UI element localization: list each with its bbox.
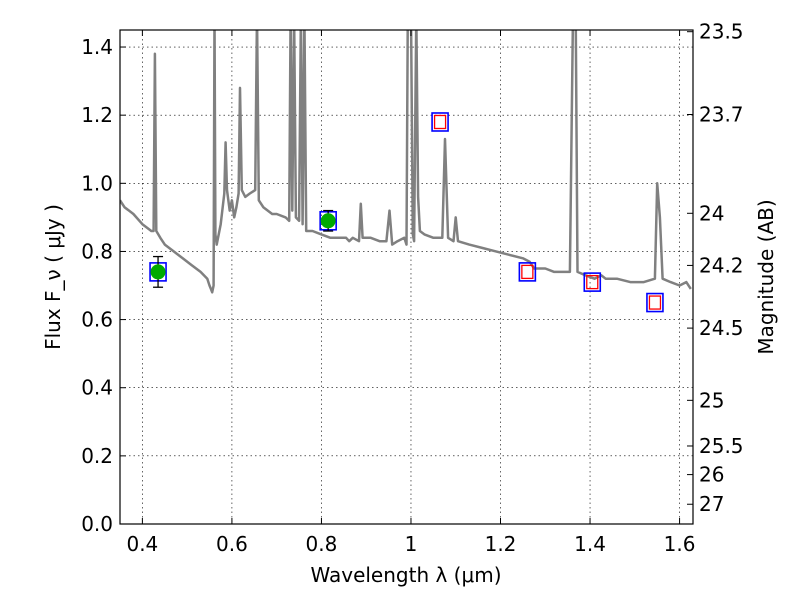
observed-point — [320, 213, 336, 229]
x-tick-label: 0.6 — [216, 532, 248, 556]
y-tick-label: 0.0 — [81, 512, 113, 536]
x-tick-label: 1 — [405, 532, 418, 556]
y-tick-label: 0.4 — [81, 376, 113, 400]
x-tick-label: 1.4 — [574, 532, 606, 556]
y2-tick-label: 27 — [699, 492, 724, 516]
y2-tick-label: 24 — [699, 201, 724, 225]
y2-axis-label: Magnitude (AB) — [754, 199, 778, 354]
y2-tick-label: 23.7 — [699, 102, 744, 126]
x-tick-label: 0.4 — [126, 532, 158, 556]
x-axis-ticks: 0.4 0.6 0.8 1 1.2 1.4 1.6 — [126, 30, 695, 556]
spectrum-line — [120, 30, 692, 294]
upper-limit-inner-marker — [586, 274, 599, 290]
y-tick-label: 1.0 — [81, 171, 113, 195]
y-tick-label: 0.8 — [81, 239, 113, 263]
model-spectrum — [120, 30, 692, 294]
y2-tick-label: 26 — [699, 463, 724, 487]
y-tick-label: 0.6 — [81, 308, 113, 332]
y2-tick-label: 25 — [699, 388, 724, 412]
upper-limit-marker — [583, 272, 602, 292]
upper-limit-inner-marker — [648, 295, 662, 310]
y2-axis-ticks: 23.5 23.7 24 24.2 24.5 25 25.5 26 27 — [687, 20, 744, 516]
y-tick-label: 0.2 — [81, 444, 113, 468]
x-tick-label: 1.2 — [485, 532, 517, 556]
y2-tick-label: 25.5 — [699, 434, 744, 458]
x-tick-label: 1.6 — [664, 532, 696, 556]
x-tick-label: 0.8 — [306, 532, 338, 556]
y-axis-label: Flux F_ν ( μJy ) — [41, 204, 65, 350]
upper-limit-marker — [646, 292, 664, 313]
upper-limit-inner-marker — [521, 264, 534, 280]
y2-tick-label: 24.2 — [699, 253, 744, 277]
upper-limit-marker — [518, 262, 537, 282]
upper-limit-inner-marker — [433, 114, 447, 130]
y-tick-label: 1.4 — [81, 35, 113, 59]
photometry-markers — [149, 112, 664, 313]
upper-limit-marker — [431, 112, 449, 132]
y2-tick-label: 24.5 — [699, 316, 744, 340]
y2-tick-label: 23.5 — [699, 20, 744, 44]
y-axis-ticks: 0.0 0.2 0.4 0.6 0.8 1.0 1.2 1.4 — [81, 35, 126, 536]
y-tick-label: 1.2 — [81, 103, 113, 127]
observed-point — [150, 264, 166, 280]
plot-frame — [119, 29, 694, 525]
x-axis-label: Wavelength λ (μm) — [310, 563, 501, 587]
